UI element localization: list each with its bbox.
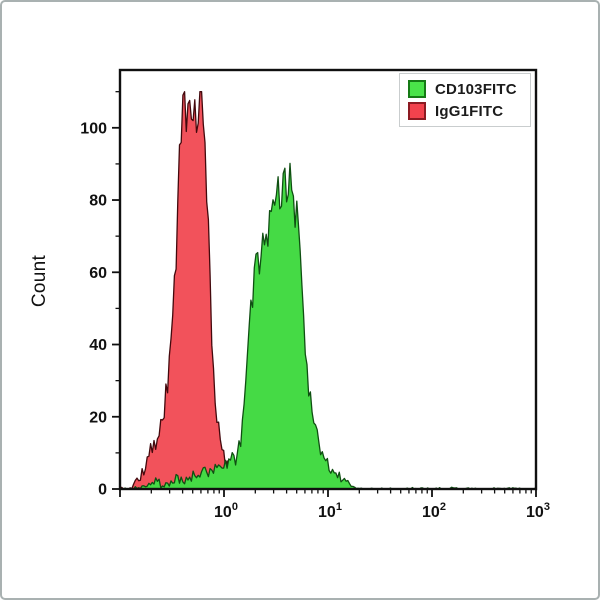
legend-label-igg1fitc: IgG1FITC <box>435 102 504 120</box>
x-tick-label: 100 <box>214 501 238 521</box>
y-tick-label: 0 <box>98 482 107 499</box>
y-tick-label: 40 <box>89 337 107 354</box>
y-tick-label: 60 <box>89 265 107 282</box>
x-tick-label: 101 <box>318 501 342 521</box>
y-tick-label: 20 <box>89 409 107 426</box>
cd103fitc-swatch-icon <box>408 80 426 98</box>
y-tick-label: 80 <box>89 193 107 210</box>
y-axis-label: Count <box>29 254 50 308</box>
x-tick-label: 103 <box>526 501 550 521</box>
legend: CD103FITC IgG1FITC <box>399 73 531 127</box>
legend-label-cd103fitc: CD103FITC <box>435 80 517 98</box>
legend-item-igg1fitc: IgG1FITC <box>408 102 523 120</box>
igg1fitc-histogram <box>119 91 261 490</box>
legend-item-cd103fitc: CD103FITC <box>408 80 523 98</box>
x-tick-label: 102 <box>422 501 446 521</box>
y-tick-label: 100 <box>80 120 107 137</box>
igg1fitc-swatch-icon <box>408 102 426 120</box>
